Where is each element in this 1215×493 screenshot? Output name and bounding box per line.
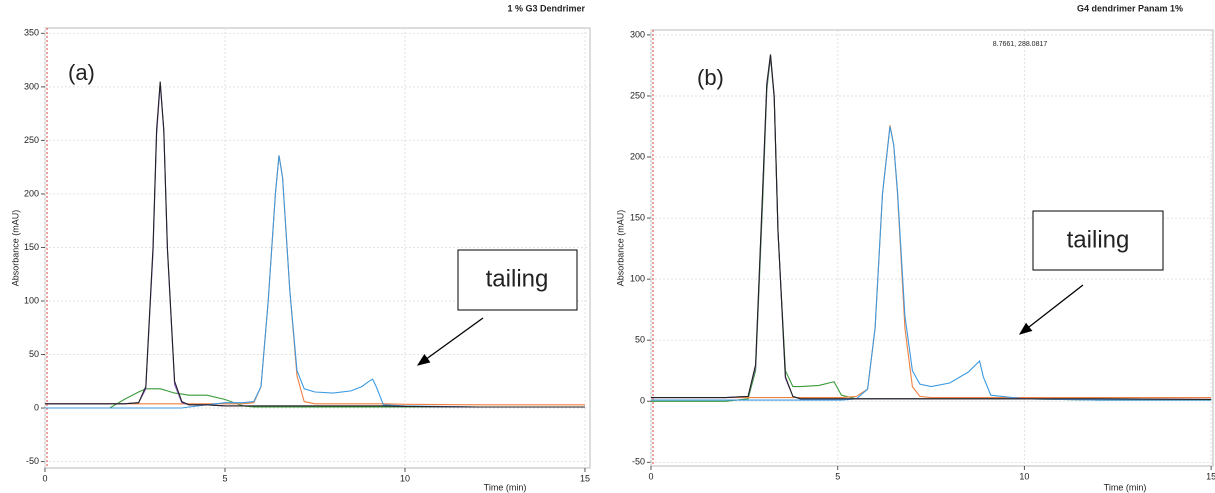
x-tick-label: 5	[222, 473, 227, 483]
y-tick-label: 250	[630, 90, 645, 100]
y-tick-label: -50	[26, 456, 39, 466]
y-tick-label: 100	[24, 295, 39, 305]
trace	[651, 126, 1212, 401]
y-tick-label: 0	[34, 402, 39, 412]
y-tick-label: 100	[630, 274, 645, 284]
traces	[651, 54, 1212, 402]
y-tick-label: 300	[630, 29, 645, 39]
arrow	[1018, 284, 1084, 335]
x-axis-label: Time (min)	[484, 482, 527, 492]
y-axis-label: Absorbance (mAU)	[10, 210, 20, 287]
y-tick-label: 250	[24, 135, 39, 145]
y-tick-label: 300	[24, 81, 39, 91]
annotation-box	[1032, 210, 1164, 271]
y-tick-label: 50	[29, 349, 39, 359]
y-tick-label: 200	[630, 151, 645, 161]
annotation: (b)	[697, 65, 724, 90]
x-tick-label: 0	[648, 471, 653, 481]
x-tick-label: 10	[1019, 471, 1029, 481]
y-axis-label: Absorbance (mAU)	[615, 210, 625, 287]
x-tick-label: 15	[580, 473, 590, 483]
annotation: tailing	[486, 265, 549, 292]
x-axis-label: Time (min)	[1104, 482, 1147, 492]
annotation: 8.7661, 288.0817	[993, 41, 1048, 48]
y-tick-label: -50	[632, 457, 645, 467]
x-tick-label: 0	[42, 473, 47, 483]
annotation: tailing	[1067, 226, 1130, 253]
x-tick-label: 10	[400, 473, 410, 483]
arrow	[416, 317, 484, 366]
x-tick-label: 5	[835, 471, 840, 481]
y-tick-label: 0	[640, 396, 645, 406]
y-tick-label: 350	[24, 28, 39, 38]
trace	[45, 81, 585, 408]
y-tick-label: 150	[24, 242, 39, 252]
trace	[45, 155, 585, 409]
annotation-box	[457, 249, 578, 311]
chart-title: G4 dendrimer Panam 1%	[1077, 3, 1183, 13]
y-tick-label: 150	[630, 212, 645, 222]
trace	[651, 54, 1212, 400]
plot-area	[44, 27, 591, 469]
y-tick-label: 200	[24, 188, 39, 198]
y-tick-label: 50	[635, 335, 645, 345]
x-tick-label: 15	[1206, 471, 1215, 481]
trace	[45, 388, 585, 409]
chart-title: 1 % G3 Dendrimer	[507, 3, 585, 13]
annotation: (a)	[68, 60, 95, 85]
traces	[45, 81, 585, 409]
